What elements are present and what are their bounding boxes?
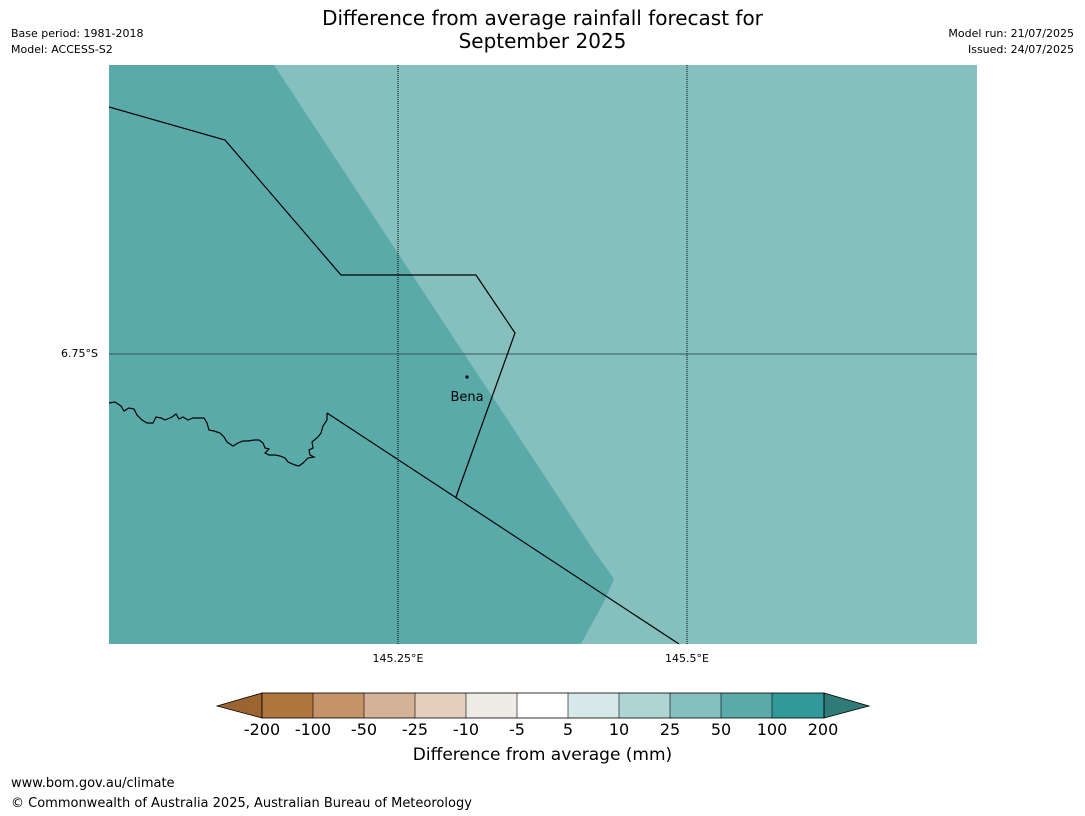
colorbar	[215, 692, 871, 719]
colorbar-tick-label: -100	[294, 720, 332, 739]
colorbar-cell-4	[415, 693, 466, 718]
colorbar-outline	[261, 692, 825, 719]
colorbar-cell-3	[364, 693, 415, 718]
colorbar-tick-label: -5	[509, 720, 525, 739]
colorbar-cell-10	[721, 693, 772, 718]
colorbar-label: Difference from average (mm)	[412, 745, 673, 765]
colorbar-cell-lower-extension	[215, 692, 263, 719]
issued-text: Issued: 24/07/2025	[967, 43, 1074, 56]
colorbar-tick-label: -25	[401, 720, 429, 739]
meta-right: Model run: 21/07/2025 Issued: 24/07/2025	[948, 26, 1074, 58]
title-line-2: September 2025	[458, 29, 627, 53]
colorbar-tick-label: 25	[659, 720, 681, 739]
colorbar-cell-9	[670, 693, 721, 718]
colorbar-tick-label: 5	[562, 720, 574, 739]
model-text: Model: ACCESS-S2	[11, 43, 113, 56]
longitude-label-145-25: 145.25°E	[372, 652, 424, 665]
website-link[interactable]: www.bom.gov.au/climate	[11, 776, 175, 791]
boundary-line-north	[109, 106, 516, 498]
title-line-1: Difference from average rainfall forecas…	[322, 6, 763, 30]
rainfall-map: Bena	[109, 65, 977, 644]
boundary-line-south	[326, 412, 680, 644]
colorbar-cell-1	[262, 693, 313, 718]
chart-title: Difference from average rainfall forecas…	[0, 7, 1085, 53]
colorbar-tick-label: -50	[350, 720, 378, 739]
colorbar-cell-8	[619, 693, 670, 718]
colorbar-tick-label: 200	[807, 720, 839, 739]
colorbar-separators	[312, 693, 773, 718]
colorbar-cell-5	[466, 693, 517, 718]
colorbar-cell-upper-extension	[823, 692, 871, 719]
colorbar-tick-label: 100	[756, 720, 788, 739]
colorbar-cell-11	[772, 693, 824, 718]
colorbar-cell-7	[568, 693, 619, 718]
colorbar-tick-label: -10	[452, 720, 480, 739]
base-period-text: Base period: 1981-2018	[11, 27, 144, 40]
colorbar-cell-2	[313, 693, 364, 718]
model-run-text: Model run: 21/07/2025	[948, 27, 1074, 40]
latitude-label: 6.75°S	[61, 347, 98, 360]
colorbar-cell-6	[517, 693, 568, 718]
longitude-label-145-5: 145.5°E	[665, 652, 709, 665]
coastline	[109, 401, 328, 467]
bena-marker	[465, 375, 469, 379]
meta-left: Base period: 1981-2018 Model: ACCESS-S2	[11, 26, 143, 58]
colorbar-tick-label: -200	[243, 720, 281, 739]
colorbar-tick-label: 10	[608, 720, 630, 739]
colorbar-tick-label: 50	[710, 720, 732, 739]
copyright-text: © Commonwealth of Australia 2025, Austra…	[11, 796, 472, 811]
bena-label: Bena	[450, 390, 483, 405]
